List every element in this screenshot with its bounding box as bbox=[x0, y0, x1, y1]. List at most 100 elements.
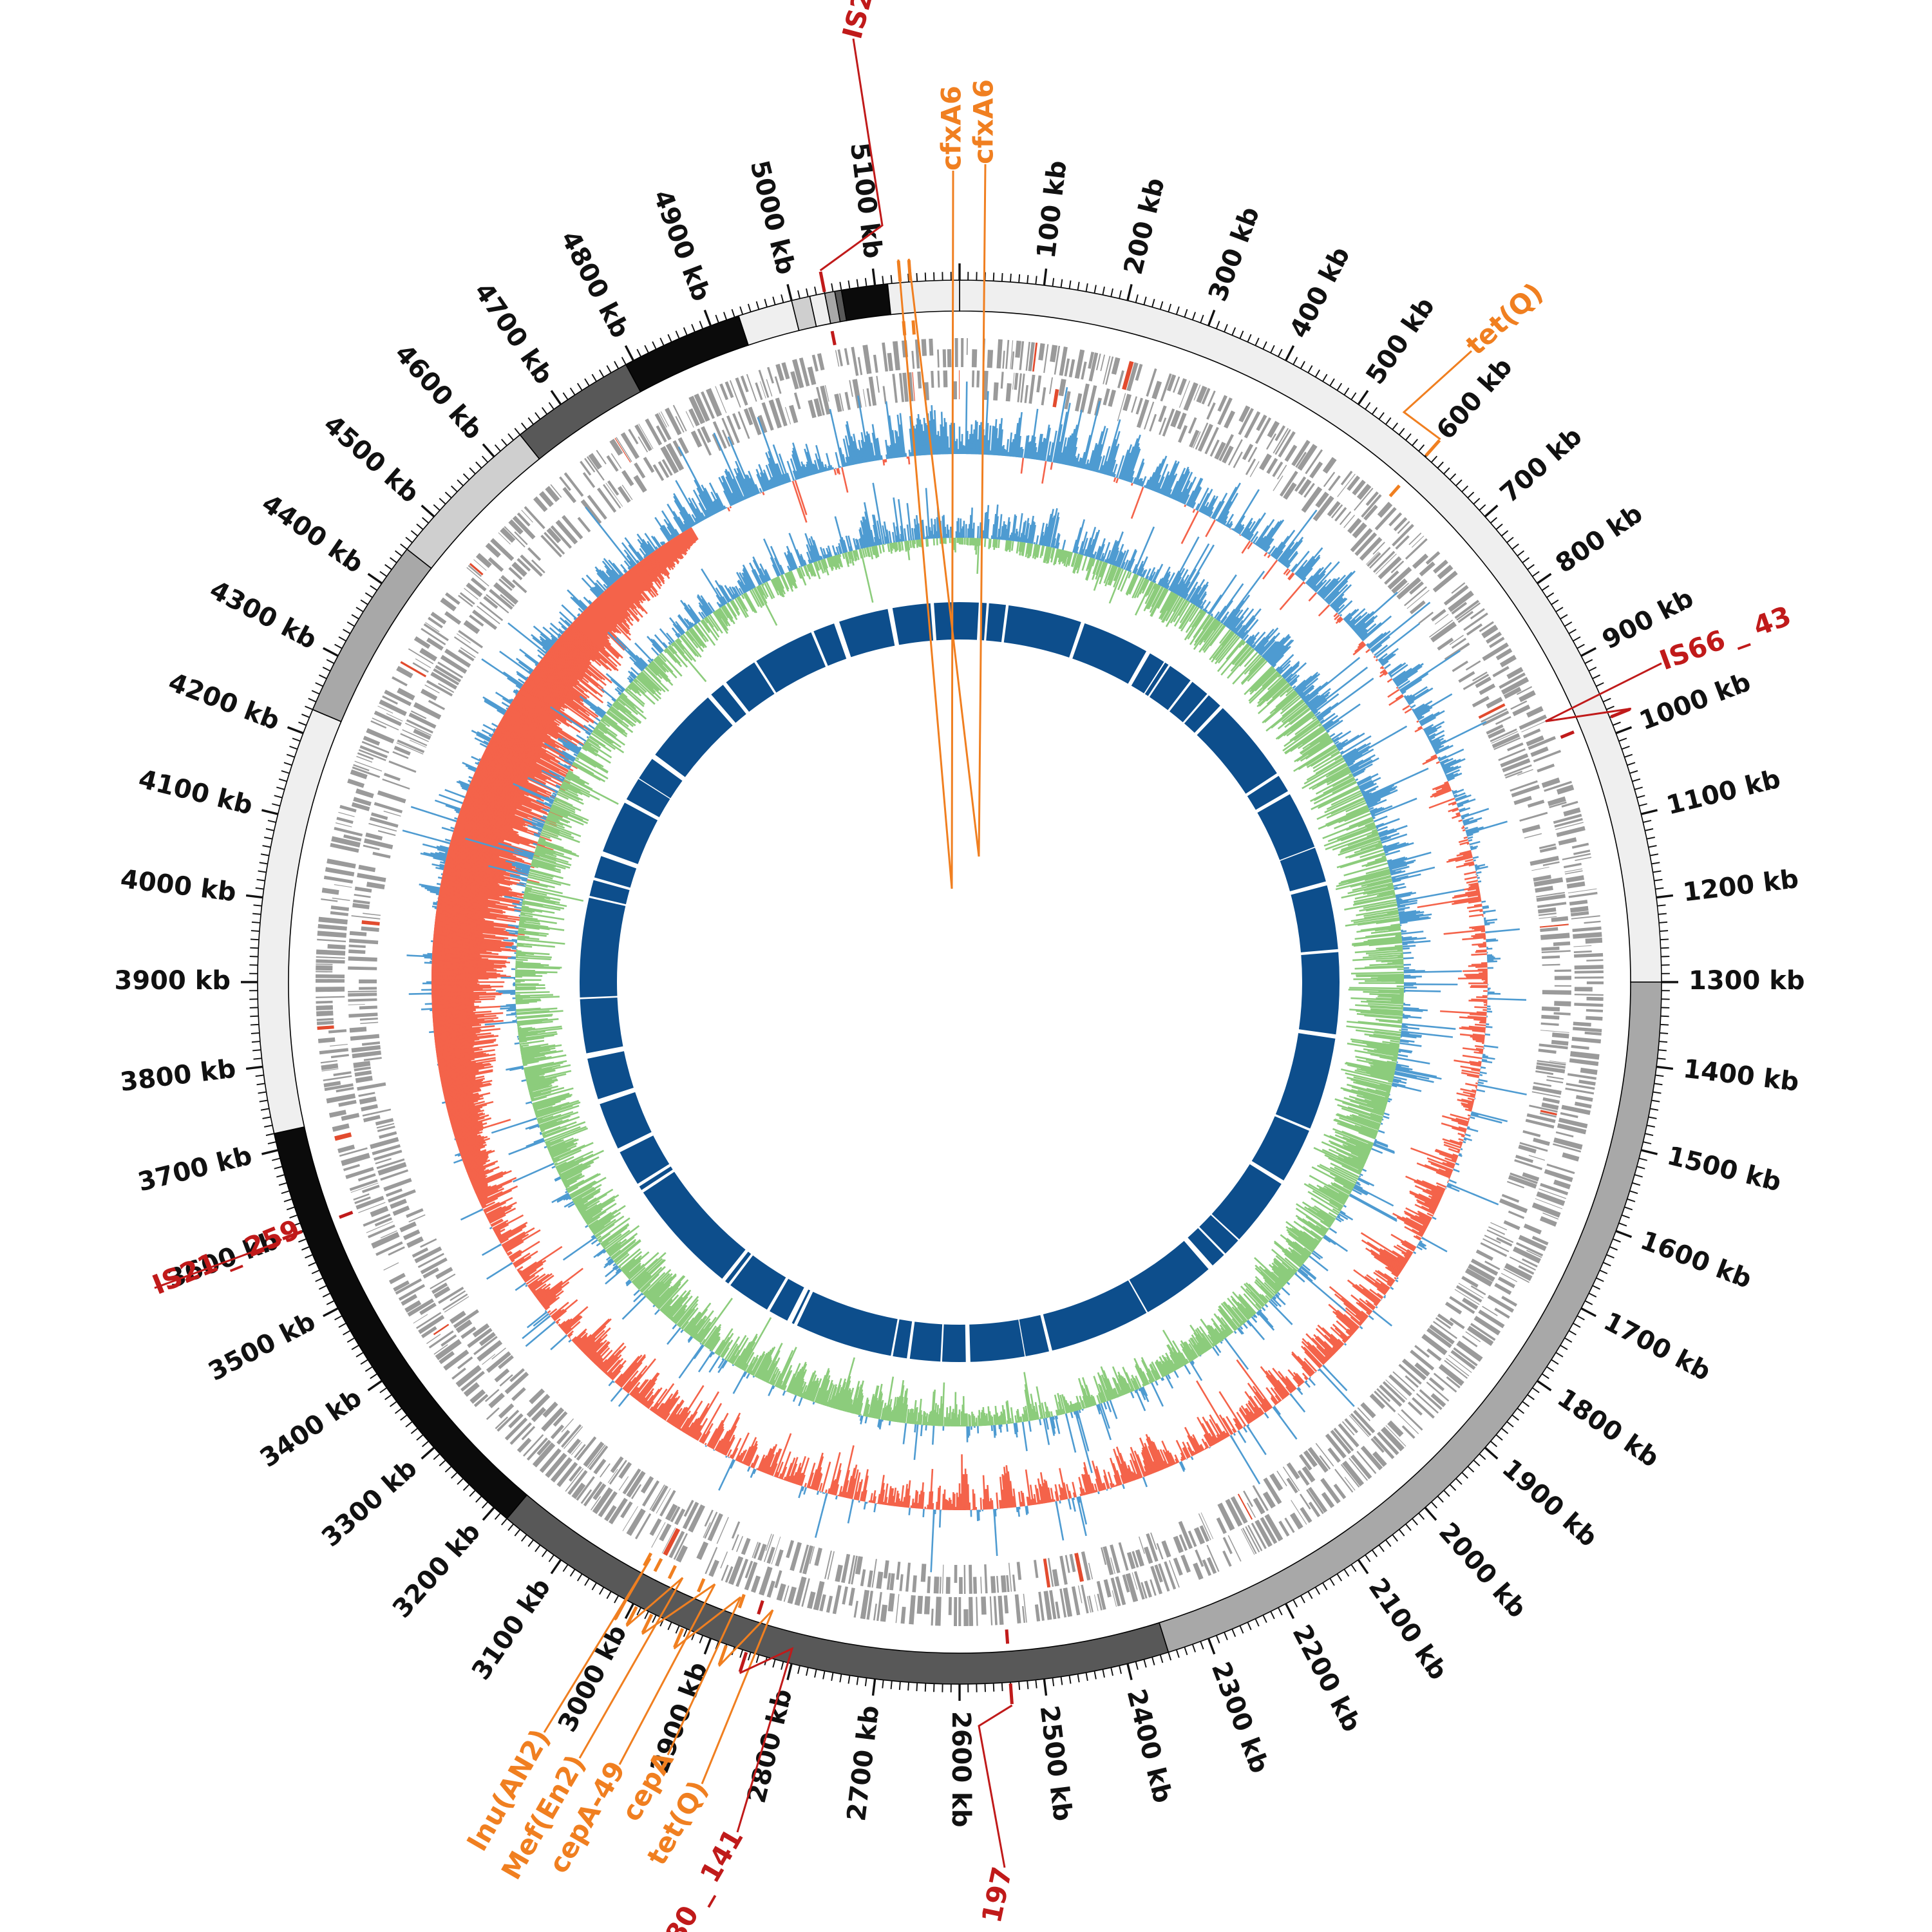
minor-tick bbox=[1110, 288, 1113, 297]
cds-block bbox=[422, 1267, 439, 1279]
histogram-bar bbox=[1446, 1181, 1449, 1184]
cds-block bbox=[1448, 1354, 1472, 1373]
cds-block bbox=[1020, 374, 1025, 403]
cds-block bbox=[1173, 376, 1180, 393]
histogram-bar bbox=[1186, 490, 1195, 506]
histogram-bar bbox=[858, 1500, 860, 1503]
histogram-bar bbox=[1208, 506, 1215, 517]
histogram-bar bbox=[1457, 1099, 1474, 1104]
histogram-bar bbox=[1303, 582, 1306, 585]
histogram-bar bbox=[531, 1274, 554, 1293]
histogram-bar bbox=[564, 1327, 572, 1334]
histogram-bar bbox=[452, 1121, 483, 1132]
histogram-bar bbox=[983, 435, 986, 455]
cds-block bbox=[1573, 945, 1592, 947]
histogram-bar bbox=[656, 1403, 665, 1416]
histogram-bar bbox=[1059, 1500, 1061, 1504]
histogram-bar bbox=[477, 1189, 499, 1200]
histogram-bar bbox=[1012, 433, 1016, 457]
cds-block bbox=[539, 1448, 562, 1473]
histogram-bar bbox=[647, 544, 654, 553]
cds-block bbox=[1437, 1313, 1454, 1327]
minor-tick bbox=[276, 786, 285, 790]
histogram-bar bbox=[1359, 1320, 1363, 1325]
histogram-bar bbox=[1262, 560, 1278, 580]
cds-block bbox=[659, 1523, 672, 1542]
histogram-bar bbox=[449, 1109, 481, 1119]
histogram-bar bbox=[857, 395, 871, 462]
cds-block bbox=[355, 788, 374, 799]
cds-block bbox=[527, 547, 542, 561]
histogram-bar bbox=[1403, 1210, 1430, 1225]
cds-block bbox=[1464, 1267, 1493, 1287]
histogram-bar bbox=[1099, 455, 1106, 473]
histogram-bar bbox=[549, 627, 561, 638]
histogram-bar bbox=[693, 1425, 703, 1439]
minor-tick bbox=[731, 308, 735, 317]
minor-tick bbox=[501, 1518, 507, 1526]
histogram-bar bbox=[535, 1287, 551, 1299]
histogram-bar bbox=[1335, 617, 1343, 624]
cds-block bbox=[444, 1296, 469, 1313]
cds-block bbox=[672, 404, 687, 431]
major-tick bbox=[1615, 1229, 1633, 1238]
histogram-bar bbox=[706, 1428, 718, 1447]
histogram-bar bbox=[1036, 433, 1042, 460]
minor-tick bbox=[308, 697, 317, 703]
histogram-bar bbox=[1349, 1329, 1355, 1334]
major-tick bbox=[1484, 1446, 1499, 1460]
cds-block bbox=[1536, 1191, 1566, 1206]
histogram-bar bbox=[1414, 1204, 1435, 1215]
histogram-bar bbox=[1275, 550, 1283, 560]
cds-block bbox=[508, 567, 523, 580]
minor-tick bbox=[548, 402, 554, 410]
cds-block bbox=[1028, 342, 1035, 372]
histogram-bar bbox=[493, 728, 497, 731]
axis-tick-label: 1700 kb bbox=[1599, 1307, 1716, 1387]
histogram-bar bbox=[1180, 1456, 1184, 1461]
histogram-bar bbox=[551, 637, 557, 643]
cds-block bbox=[1315, 491, 1329, 508]
cds-block bbox=[359, 1096, 377, 1105]
histogram-bar bbox=[586, 1342, 601, 1358]
histogram-bar bbox=[1468, 1025, 1486, 1029]
histogram-bar bbox=[971, 433, 974, 455]
cds-block bbox=[516, 1437, 532, 1453]
histogram-bar bbox=[1435, 1171, 1451, 1179]
histogram-bar bbox=[433, 1017, 498, 1024]
cds-block bbox=[1531, 866, 1549, 871]
minor-tick bbox=[781, 294, 784, 303]
histogram-bar bbox=[511, 1259, 515, 1263]
histogram-bar bbox=[1148, 466, 1159, 490]
histogram-bar bbox=[1341, 1339, 1346, 1343]
cds-block bbox=[876, 1592, 882, 1622]
histogram-bar bbox=[1452, 892, 1481, 899]
histogram-bar bbox=[1070, 437, 1078, 466]
cds-block bbox=[1542, 1212, 1559, 1220]
cds-block bbox=[860, 1569, 866, 1587]
cds-block bbox=[609, 1459, 627, 1485]
cds-block bbox=[587, 1444, 606, 1468]
histogram-bar bbox=[1245, 518, 1261, 540]
histogram-bar bbox=[1474, 927, 1485, 931]
histogram-bar bbox=[479, 760, 552, 795]
histogram-bar bbox=[1211, 500, 1222, 519]
histogram-bar bbox=[537, 1280, 563, 1301]
cds-block bbox=[348, 1012, 378, 1018]
cds-block bbox=[398, 1283, 426, 1301]
histogram-bar bbox=[477, 1180, 513, 1198]
histogram-bar bbox=[459, 811, 514, 831]
histogram-bar bbox=[1482, 1055, 1488, 1058]
cds-block bbox=[972, 370, 975, 388]
minor-tick bbox=[338, 636, 346, 642]
histogram-bar bbox=[1345, 1331, 1352, 1337]
histogram-bar bbox=[795, 1455, 806, 1485]
histogram-bar bbox=[437, 1050, 475, 1058]
histogram-bar bbox=[451, 836, 513, 856]
cds-block bbox=[1052, 389, 1059, 408]
histogram-bar bbox=[860, 431, 868, 462]
histogram-bar bbox=[745, 1441, 758, 1466]
cds-block bbox=[1566, 881, 1586, 889]
histogram-bar bbox=[842, 438, 851, 466]
histogram-bar bbox=[1361, 1311, 1369, 1318]
